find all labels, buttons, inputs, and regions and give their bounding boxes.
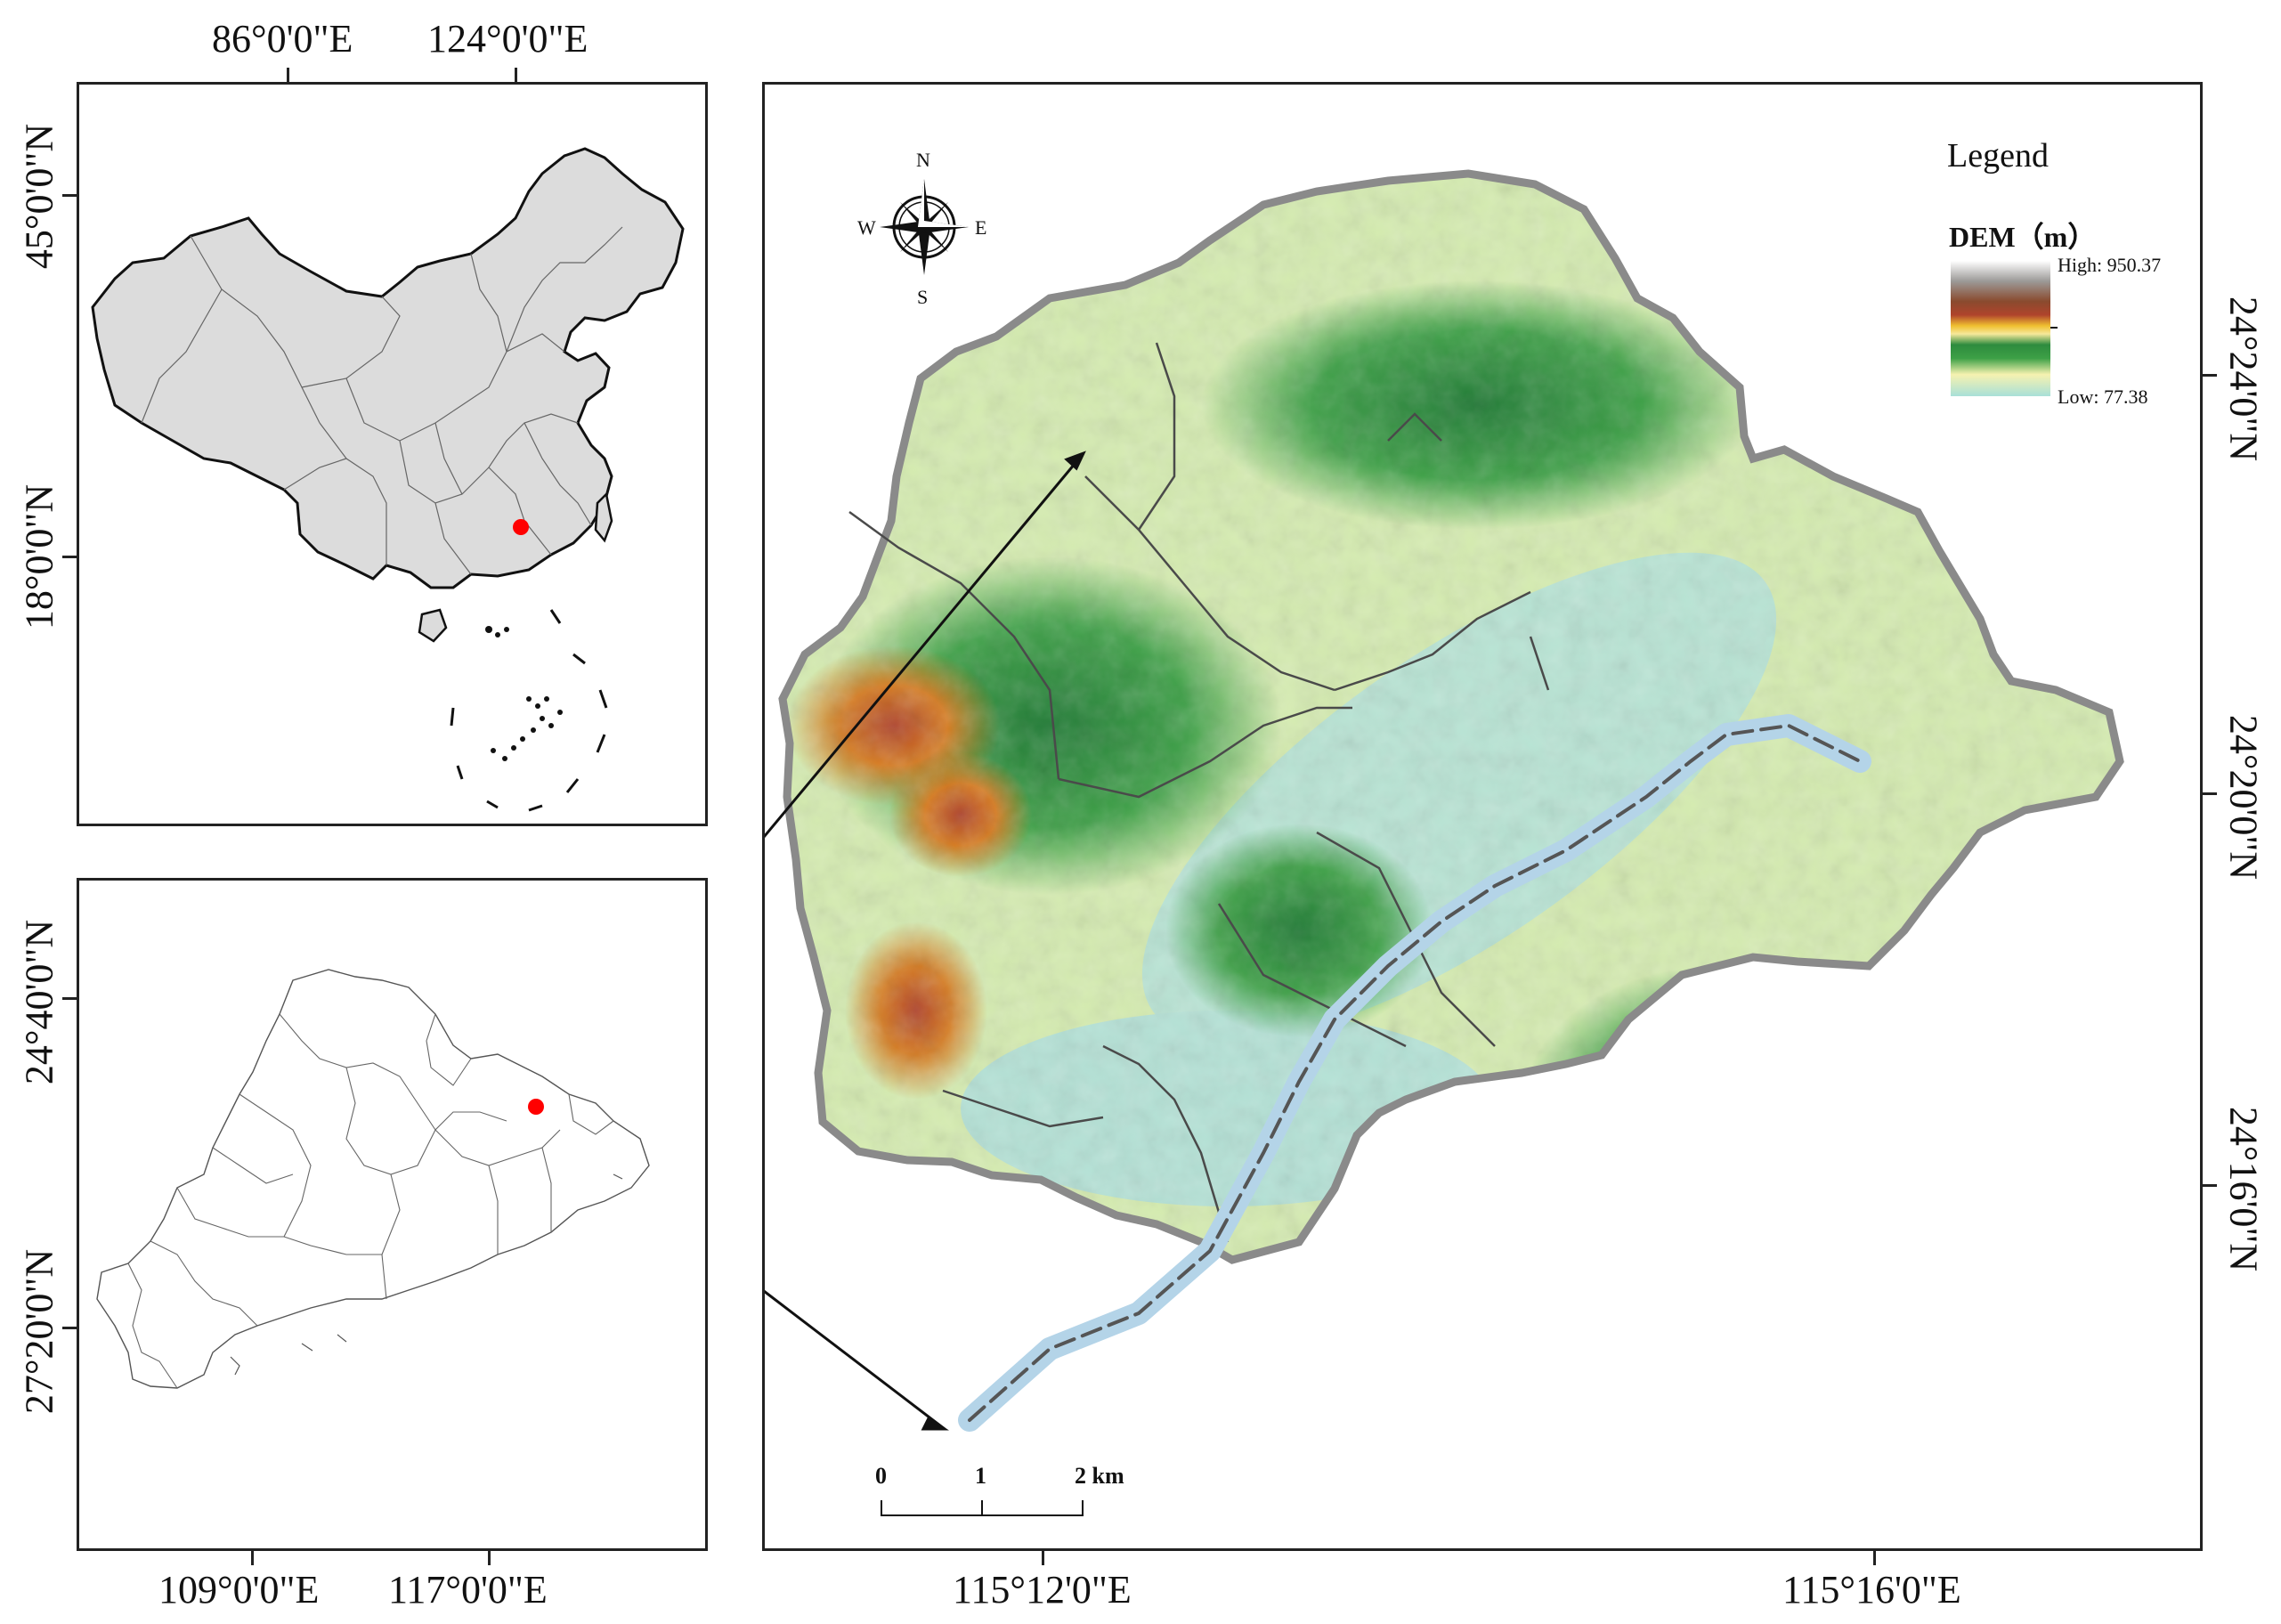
- legend-title: Legend: [1947, 137, 2049, 175]
- tick-top-lon-1: [287, 68, 289, 82]
- river: [958, 714, 1871, 1432]
- legend-subtitle: DEM（m）: [1949, 221, 2097, 253]
- legend-high: High: 950.37: [2058, 254, 2162, 276]
- tick-prov-lat-2: [62, 1327, 77, 1329]
- compass-e: E: [975, 216, 987, 239]
- china-lat-label-2: 18°0'0"N: [17, 483, 61, 630]
- tick-sa-lat-3: [2203, 1184, 2217, 1187]
- tick-prov-lat-1: [62, 997, 77, 1000]
- china-province-lines: [141, 226, 623, 575]
- legend-color-ramp: [1951, 261, 2050, 396]
- china-outline: [91, 147, 685, 589]
- study-lat-label-2: 24°20'0"N: [2221, 714, 2266, 881]
- china-location-marker: [513, 519, 529, 535]
- top-lon-label-1: 86°0'0"E: [212, 17, 353, 61]
- top-lon-label-2: 124°0'0"E: [427, 17, 589, 61]
- tick-sa-lon-1: [1042, 1551, 1044, 1565]
- province-lon-label-1: 109°0'0"E: [158, 1568, 320, 1612]
- tick-sa-lat-1: [2203, 374, 2217, 377]
- study-area-outline: [778, 169, 2124, 1264]
- province-lat-label-2: 27°20'0"N: [17, 1248, 61, 1415]
- scale-num-0: 0: [875, 1463, 887, 1489]
- province-lon-label-2: 117°0'0"E: [388, 1568, 548, 1612]
- legend-low: Low: 77.38: [2058, 386, 2148, 408]
- hainan-island: [418, 608, 448, 643]
- study-area-svg: [765, 169, 2124, 1432]
- province-map-frame: [77, 878, 708, 1551]
- province-lat-label-1: 24°40'0"N: [17, 919, 61, 1085]
- tick-sa-lon-2: [1873, 1551, 1876, 1565]
- china-lat-label-1: 45°0'0"N: [17, 123, 61, 270]
- china-map-frame: [77, 82, 708, 826]
- study-lat-label-3: 24°16'0"N: [2221, 1106, 2266, 1272]
- nine-dash-line: [450, 609, 608, 812]
- scale-tick-1: [981, 1500, 983, 1516]
- study-lon-label-1: 115°12'0"E: [953, 1568, 1132, 1612]
- china-map-svg: [91, 147, 685, 812]
- scale-num-2: 2 km: [1075, 1463, 1124, 1489]
- compass-n: N: [916, 149, 930, 171]
- tick-top-lon-2: [515, 68, 517, 82]
- taiwan-island: [594, 491, 613, 543]
- township-boundaries: [848, 342, 1550, 1243]
- scale-tick-0: [881, 1500, 882, 1516]
- tick-china-lat-1: [62, 194, 77, 197]
- province-outline: [96, 969, 650, 1389]
- pointer-arrows: [765, 451, 1086, 1431]
- scale-num-1: 1: [975, 1463, 986, 1489]
- tick-sa-lat-2: [2203, 792, 2217, 795]
- province-coast-islands: [230, 1173, 623, 1376]
- south-china-sea-islands: [485, 626, 563, 761]
- legend-mid-tick: [2050, 327, 2058, 329]
- compass-w: W: [857, 216, 876, 239]
- study-lat-label-1: 24°24'0"N: [2221, 296, 2266, 462]
- tick-prov-lon-2: [488, 1551, 491, 1565]
- scale-tick-2: [1082, 1500, 1084, 1516]
- study-area-frame: N S W E Legend DEM（m） High: 950.37 Low: …: [762, 82, 2203, 1551]
- tick-prov-lon-1: [251, 1551, 254, 1565]
- compass-s: S: [917, 286, 929, 308]
- study-lon-label-2: 115°16'0"E: [1782, 1568, 1961, 1612]
- province-map-svg: [96, 969, 650, 1389]
- province-county-lines: [127, 1013, 614, 1389]
- compass-svg: [880, 179, 969, 275]
- compass-rose: N S W E: [857, 149, 986, 308]
- province-location-marker: [528, 1099, 544, 1115]
- tick-china-lat-2: [62, 556, 77, 558]
